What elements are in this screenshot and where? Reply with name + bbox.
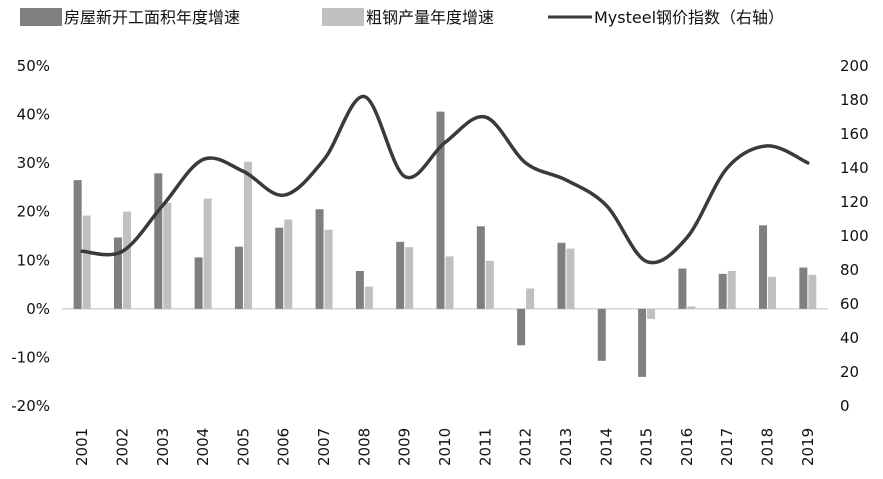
bar-crude-steel-growth xyxy=(122,211,131,309)
y-left-tick-label: 0% xyxy=(26,300,50,318)
plot-area: -20% -10% 0% 10% 20% 30% 40% 50% 0 20 40 60 80 100 120… xyxy=(11,57,868,466)
bar-new-construction-growth xyxy=(678,268,687,309)
bar-new-construction-growth xyxy=(315,209,324,309)
y-right-tick-label: 80 xyxy=(840,261,859,279)
x-tick-label: 2001 xyxy=(73,428,91,466)
bar-crude-steel-growth xyxy=(808,274,817,309)
x-tick-label: 2018 xyxy=(759,428,777,466)
legend-label-crude-steel: 粗钢产量年度增速 xyxy=(366,8,494,27)
x-tick-label: 2009 xyxy=(396,428,414,466)
bar-crude-steel-growth xyxy=(364,286,373,309)
y-left-tick-label: -20% xyxy=(11,397,50,415)
x-tick-label: 2008 xyxy=(355,428,373,466)
bar-new-construction-growth xyxy=(194,257,203,309)
bar-crude-steel-growth xyxy=(284,219,293,309)
bar-new-construction-growth xyxy=(436,111,445,309)
bar-crude-steel-growth xyxy=(243,161,252,309)
bar-crude-steel-growth xyxy=(566,248,575,309)
bar-new-construction-growth xyxy=(275,227,284,309)
bar-crude-steel-growth xyxy=(445,256,454,309)
bar-crude-steel-growth xyxy=(647,308,656,320)
chart-legend: 房屋新开工面积年度增速 粗钢产量年度增速 Mysteel钢价指数（右轴） xyxy=(20,8,784,27)
bar-crude-steel-growth xyxy=(163,202,172,309)
x-tick-label: 2011 xyxy=(476,428,494,466)
x-tick-label: 2003 xyxy=(154,428,172,466)
y-left-tick-label: 30% xyxy=(17,154,50,172)
bar-new-construction-growth xyxy=(517,308,526,346)
bar-crude-steel-growth xyxy=(687,306,696,309)
bar-new-construction-growth xyxy=(73,180,82,309)
y-right-tick-label: 160 xyxy=(840,125,869,143)
bar-crude-steel-growth xyxy=(727,270,736,309)
x-tick-label: 2010 xyxy=(436,428,454,466)
x-tick-label: 2016 xyxy=(678,428,696,466)
bar-new-construction-growth xyxy=(476,226,485,309)
bar-crude-steel-growth xyxy=(485,260,494,309)
x-tick-label: 2019 xyxy=(799,428,817,466)
bar-new-construction-growth xyxy=(154,173,163,309)
bar-new-construction-growth xyxy=(718,273,727,309)
legend-swatch-new-construction xyxy=(20,8,62,26)
y-left-tick-label: 50% xyxy=(17,57,50,75)
bar-crude-steel-growth xyxy=(324,229,333,309)
bar-new-construction-growth xyxy=(355,270,364,309)
x-tick-label: 2005 xyxy=(234,428,252,466)
y-right-tick-label: 140 xyxy=(840,159,869,177)
legend-swatch-crude-steel xyxy=(322,8,364,26)
bar-new-construction-growth xyxy=(234,246,243,309)
x-tick-label: 2012 xyxy=(517,428,535,466)
bar-new-construction-growth xyxy=(557,242,566,309)
bar-crude-steel-growth xyxy=(768,276,777,309)
y-right-tick-label: 20 xyxy=(840,363,859,381)
bar-crude-steel-growth xyxy=(526,288,535,309)
x-tick-label: 2013 xyxy=(557,428,575,466)
y-right-tick-label: 180 xyxy=(840,91,869,109)
x-tick-label: 2002 xyxy=(113,428,131,466)
bar-new-construction-growth xyxy=(799,267,808,309)
bar-new-construction-growth xyxy=(638,308,647,377)
y-right-tick-label: 0 xyxy=(840,397,850,415)
bar-crude-steel-growth xyxy=(203,198,212,309)
y-left-tick-label: -10% xyxy=(11,348,50,366)
bar-new-construction-growth xyxy=(113,237,122,309)
y-right-tick-label: 60 xyxy=(840,295,859,313)
y-right-tick-label: 40 xyxy=(840,329,859,347)
x-tick-label: 2017 xyxy=(718,428,736,466)
x-tick-label: 2007 xyxy=(315,428,333,466)
bar-new-construction-growth xyxy=(597,308,606,361)
bar-crude-steel-growth xyxy=(82,215,91,309)
x-tick-label: 2014 xyxy=(597,428,615,466)
bar-crude-steel-growth xyxy=(405,247,414,309)
x-tick-label: 2006 xyxy=(275,428,293,466)
x-tick-label: 2004 xyxy=(194,428,212,466)
y-right-tick-label: 120 xyxy=(840,193,869,211)
y-left-tick-label: 40% xyxy=(17,106,50,124)
y-right-tick-label: 100 xyxy=(840,227,869,245)
legend-label-new-construction: 房屋新开工面积年度增速 xyxy=(64,8,240,27)
y-right-tick-label: 200 xyxy=(840,57,869,75)
x-tick-label: 2015 xyxy=(638,428,656,466)
line-steel-price-index xyxy=(80,94,810,265)
bar-new-construction-growth xyxy=(396,241,405,309)
y-left-tick-label: 20% xyxy=(17,203,50,221)
legend-label-steel-index: Mysteel钢价指数（右轴） xyxy=(594,8,784,27)
y-left-tick-label: 10% xyxy=(17,251,50,269)
bar-new-construction-growth xyxy=(759,225,768,309)
